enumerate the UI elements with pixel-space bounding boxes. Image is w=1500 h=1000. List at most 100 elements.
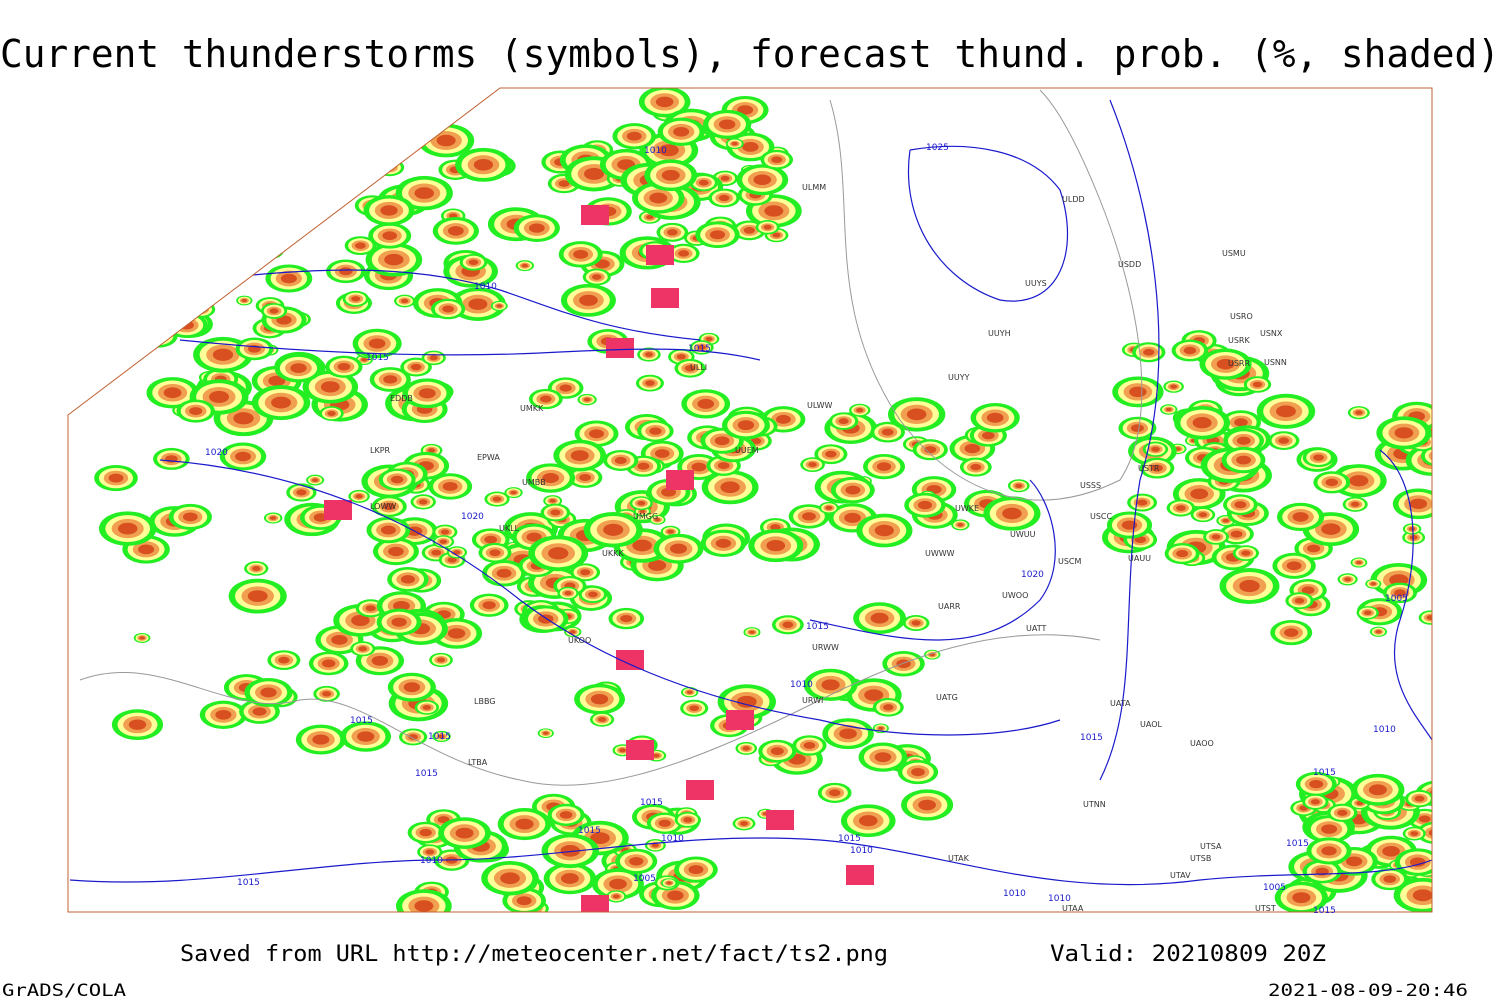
shade-blob (646, 214, 654, 220)
shade-blob (1192, 417, 1212, 429)
shade-blob (838, 418, 849, 425)
shade-blob (705, 336, 713, 342)
shade-blob (670, 543, 687, 554)
shade-blob (280, 273, 297, 284)
shade-blob (1375, 630, 1382, 634)
shade-blob (742, 142, 759, 152)
shade-blob (1382, 845, 1400, 857)
shade-blob (802, 512, 816, 521)
shade-blob (252, 707, 267, 716)
shade-blob (709, 230, 726, 240)
station-label: EDDB (390, 394, 413, 403)
shade-blob (155, 313, 167, 320)
shade-blob (329, 165, 371, 190)
shade-blob (597, 717, 607, 722)
shade-blob (864, 689, 884, 701)
shade-blob (715, 538, 732, 548)
shade-blob (1363, 610, 1372, 616)
shade-blob (684, 365, 696, 372)
shade-blob (637, 462, 650, 470)
shade-blob (268, 181, 280, 188)
shade-blob (361, 358, 368, 362)
map-labels: 1010 1025 1010 1015 1015 1020 1020 1020 1015 1010… (205, 143, 1408, 916)
station-label: UTAA (1062, 904, 1084, 913)
storm-symbol (626, 740, 654, 760)
shade-blob (163, 387, 182, 399)
shade-blob (764, 205, 784, 217)
shade-blob (1321, 846, 1337, 856)
shade-blob (970, 463, 982, 471)
shade-blob (1211, 534, 1221, 540)
shade-blob (383, 375, 398, 384)
title: Current thunderstorms (symbols), forecas… (0, 32, 1500, 76)
shade-blob (174, 305, 191, 316)
isobar-label: 1005 (1263, 883, 1286, 893)
shade-blob (1284, 628, 1299, 637)
station-label: UATA (1110, 699, 1131, 708)
shade-blob (828, 789, 841, 797)
shade-blob (1410, 831, 1419, 836)
shade-blob (339, 267, 353, 276)
probability-shading (94, 88, 1432, 912)
isobar-label: 1005 (633, 874, 656, 884)
shade-blob (743, 226, 755, 234)
isobar-label: 1020 (461, 512, 484, 522)
shade-blob (620, 614, 633, 623)
shade-blob (1015, 483, 1023, 488)
isobar-label: 1010 (1373, 725, 1396, 735)
shade-blob (526, 532, 542, 542)
shade-blob (609, 878, 627, 890)
shade-blob (1370, 582, 1377, 586)
shade-blob (839, 728, 857, 739)
isobar-label: 1015 (1286, 839, 1309, 849)
isobar (159, 459, 1061, 736)
shade-blob (278, 656, 290, 664)
shade-blob (550, 509, 561, 516)
station-label: USMU (1222, 249, 1246, 258)
station-label: UWKE (955, 504, 979, 513)
storm-symbol (651, 288, 679, 308)
shade-blob (484, 535, 498, 544)
shade-blob (291, 209, 305, 218)
shade-blob (391, 617, 407, 627)
shade-blob (419, 828, 432, 837)
station-label: UUYS (1025, 279, 1047, 288)
shade-blob (266, 180, 282, 190)
shade-blob (698, 179, 709, 186)
shade-blob (401, 298, 409, 304)
shade-blob (917, 500, 933, 510)
shade-blob (771, 156, 783, 164)
shade-blob (858, 815, 878, 827)
station-label: USRO (1230, 312, 1253, 321)
shade-blob (1292, 892, 1311, 904)
station-label: USRR (1228, 359, 1250, 368)
shade-blob (1198, 512, 1208, 518)
shade-blob (380, 525, 396, 535)
shade-blob (1424, 826, 1432, 840)
shade-blob (957, 522, 964, 527)
shade-blob (455, 827, 474, 839)
shade-blob (447, 628, 466, 639)
shade-blob (400, 575, 415, 584)
station-label: EPWA (477, 453, 500, 462)
shade-blob (193, 304, 209, 315)
shade-blob (1129, 386, 1147, 398)
storm-symbol (324, 500, 352, 520)
shade-blob (1345, 856, 1363, 867)
shade-blob (667, 890, 684, 901)
station-label: LOWW (370, 502, 396, 511)
shade-blob (881, 428, 894, 436)
shade-blob (260, 687, 277, 698)
isobar-label: 1005 (1385, 594, 1408, 604)
station-label: UATT (1026, 624, 1046, 633)
shade-blob (209, 390, 230, 403)
shade-blob (442, 481, 458, 491)
station-label: UMGG (633, 512, 658, 521)
shade-blob (212, 348, 234, 361)
shade-blob (128, 719, 147, 730)
isobar-label: 1015 (688, 344, 711, 354)
shade-blob (296, 489, 307, 496)
shade-blob (1408, 527, 1416, 531)
station-label: USCM (1058, 557, 1082, 566)
